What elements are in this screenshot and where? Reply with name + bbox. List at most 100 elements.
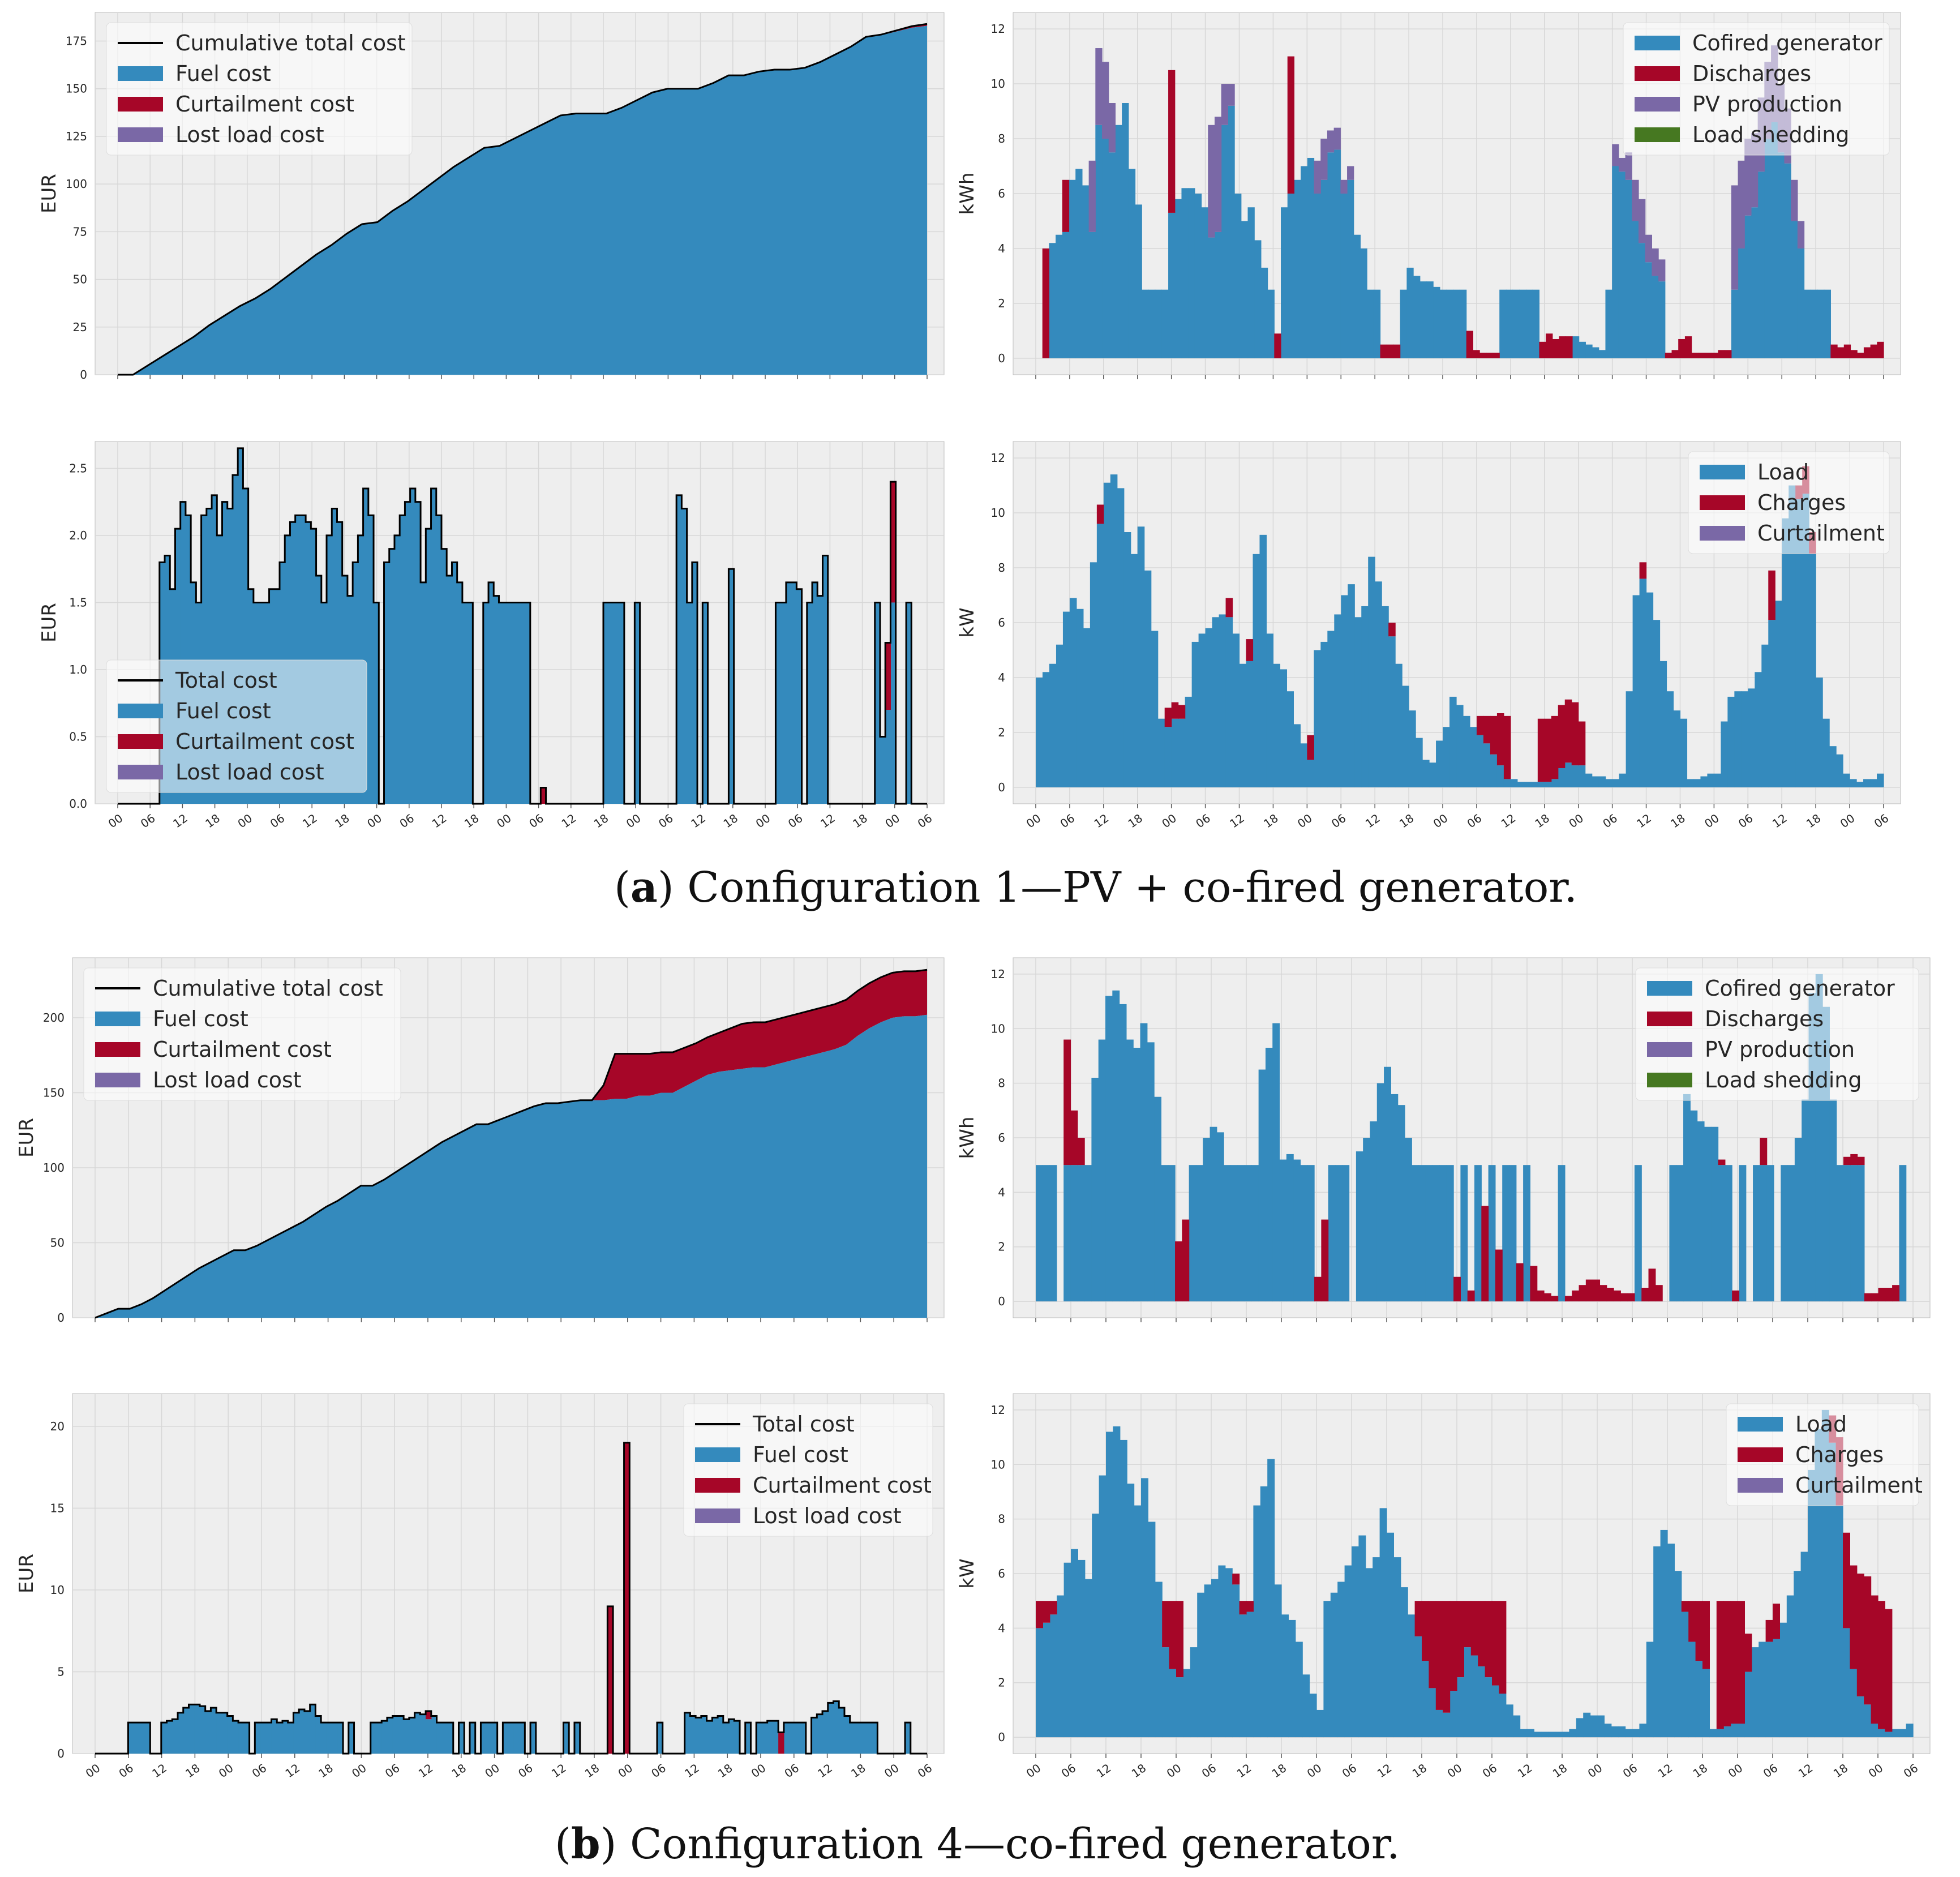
a-load-bar-charges [1496,713,1504,766]
a-cumulative-cost-legend-swatch [118,127,163,142]
a-hourly-cost-bar-fuel-cost [619,602,625,804]
b-load-legend-label: Load [1795,1412,1847,1437]
b-hourly-cost-bar-fuel-cost [905,1722,911,1754]
b-energy-sources-bar-cofired-generator [1070,1165,1078,1302]
a-load-bar-load [1191,641,1199,787]
b-hourly-cost-bar-fuel-cost [839,1708,845,1754]
a-energy-sources-bar-cofired-generator [1181,188,1189,358]
a-energy-sources-ytick-label: 10 [991,77,1005,91]
a-energy-sources-bar-discharges [1678,338,1685,358]
a-energy-sources-bar-discharges [1380,344,1387,358]
a-load-bar-load [1402,685,1409,787]
b-hourly-cost-bar-fuel-cost [238,1722,245,1754]
a-energy-sources-bar-cofired-generator [1439,289,1447,358]
a-load-bar-charges [1490,715,1498,755]
a-hourly-cost-bar-fuel-cost [389,548,395,804]
a-energy-sources-bar-discharges [1559,336,1566,358]
b-hourly-cost-bar-fuel-cost [574,1722,581,1754]
a-load-bar-load [1375,581,1382,787]
a-energy-sources-bar-cofired-generator [1287,194,1295,358]
a-load-bar-load [1734,691,1742,787]
b-hourly-cost-bar-fuel-cost [745,1722,752,1754]
a-load-bar-load [1795,499,1803,787]
a-energy-sources-bar-cofired-generator [1168,212,1176,358]
b-load-bar-charges [1478,1601,1486,1666]
a-energy-sources-bar-pv-production [1744,139,1752,216]
a-load-bar-load [1551,779,1559,787]
b-energy-sources-legend-label: Cofired generator [1705,976,1895,1001]
a-load-bar-load [1700,776,1708,787]
a-load-bar-load [1300,743,1307,787]
b-energy-sources-bar-cofired-generator [1126,1039,1134,1302]
b-hourly-cost-bar-fuel-cost [761,1722,768,1754]
b-energy-sources-bar-cofired-generator [1342,1165,1350,1302]
a-load-bar-load [1382,606,1389,787]
b-hourly-cost-bar-fuel-cost [216,1712,222,1754]
a-hourly-cost-bar-fuel-cost [295,515,301,804]
a-load-bar-load [1185,696,1193,787]
a-energy-sources-bar-cofired-generator [1122,103,1129,358]
b-hourly-cost-ytick-label: 15 [50,1501,65,1515]
b-energy-sources-bar-cofired-generator [1098,1039,1106,1302]
b-hourly-cost-bar-fuel-cost [288,1722,294,1754]
a-load-legend-label: Curtailment [1757,521,1885,546]
b-energy-sources-bar-discharges [1857,1156,1865,1165]
a-hourly-cost-bar-fuel-cost [692,562,698,804]
b-energy-sources-chart: 0 2 4 6 8 10 12 kWh Cofired generator Discharges P… [956,957,1931,1322]
b-energy-sources-bar-cofired-generator [1036,1165,1043,1302]
a-load-bar-load [1368,556,1375,787]
b-energy-sources-bar-cofired-generator [1091,1078,1099,1302]
a-energy-sources-bar-discharges [1486,353,1494,358]
b-load-bar-charges [1871,1595,1878,1724]
b-load-bar-load [1092,1514,1100,1738]
a-hourly-cost-ytick-label: 2.5 [69,461,87,475]
a-cumulative-cost-legend-box [106,22,413,156]
b-energy-sources-bar-cofired-generator [1370,1121,1378,1302]
a-load-bar-load [1348,584,1355,787]
a-hourly-cost-chart: 0.00.51.01.52.02.500 06 12 18 00 06 12 18 00 06 12… [38,441,945,830]
a-cumulative-cost-ytick-label: 150 [66,82,87,96]
b-energy-sources-bar-cofired-generator [1836,1165,1844,1302]
a-load-legend-swatch [1700,495,1745,510]
b-energy-sources-bar-cofired-generator [1245,1165,1252,1302]
a-energy-sources-bar-cofired-generator [1512,289,1520,358]
a-energy-sources-bar-discharges [1287,56,1295,194]
a-hourly-cost-bar-fuel-cost [676,495,682,804]
b-load-bar-charges [1850,1565,1858,1669]
b-energy-sources-bar-discharges [1843,1156,1851,1165]
b-load-bar-load [1323,1601,1331,1738]
a-load-bar-load [1687,779,1695,787]
b-hourly-cost-bar-fuel-cost [376,1722,382,1754]
a-hourly-cost-bar-fuel-cost [436,515,442,804]
a-hourly-cost-bar-fuel-cost [603,602,609,804]
a-hourly-cost-bar-fuel-cost [243,488,249,804]
b-energy-sources-bar-discharges [1481,1206,1489,1302]
a-energy-sources-ytick-label: 8 [998,132,1005,145]
a-load-bar-load [1816,677,1823,787]
a-load-bar-load [1496,765,1504,787]
b-energy-sources-bar-discharges [1572,1290,1580,1302]
b-load-bar-load [1808,1469,1815,1738]
b-hourly-cost-bar-fuel-cost [519,1722,525,1754]
a-load-bar-load [1137,526,1145,787]
a-hourly-cost-bar-curtailment-cost [885,642,891,710]
b-load-bar-load [1590,1715,1598,1738]
b-hourly-cost-bar-fuel-cost [144,1722,151,1754]
b-load-bar-charges [1036,1601,1043,1629]
b-load-bar-charges [1169,1601,1177,1669]
a-energy-sources-bar-cofired-generator [1777,152,1785,358]
a-load-bar-charges [1476,715,1484,735]
b-load-bar-load [1435,1709,1443,1738]
b-hourly-cost-bar-fuel-cost [134,1722,140,1754]
b-load-bar-charges [1049,1601,1057,1615]
b-load-bar-load [1555,1732,1563,1738]
a-load-bar-charges [1225,598,1233,618]
b-load-bar-charges [1723,1601,1731,1726]
a-energy-sources-bar-discharges [1870,344,1877,358]
a-energy-sources-bar-pv-production [1208,125,1215,238]
a-hourly-cost-bar-curtailment-cost [541,787,547,804]
a-load-bar-load [1503,779,1511,787]
b-load-bar-load [1843,1628,1850,1738]
b-load-bar-charges [1856,1574,1864,1696]
